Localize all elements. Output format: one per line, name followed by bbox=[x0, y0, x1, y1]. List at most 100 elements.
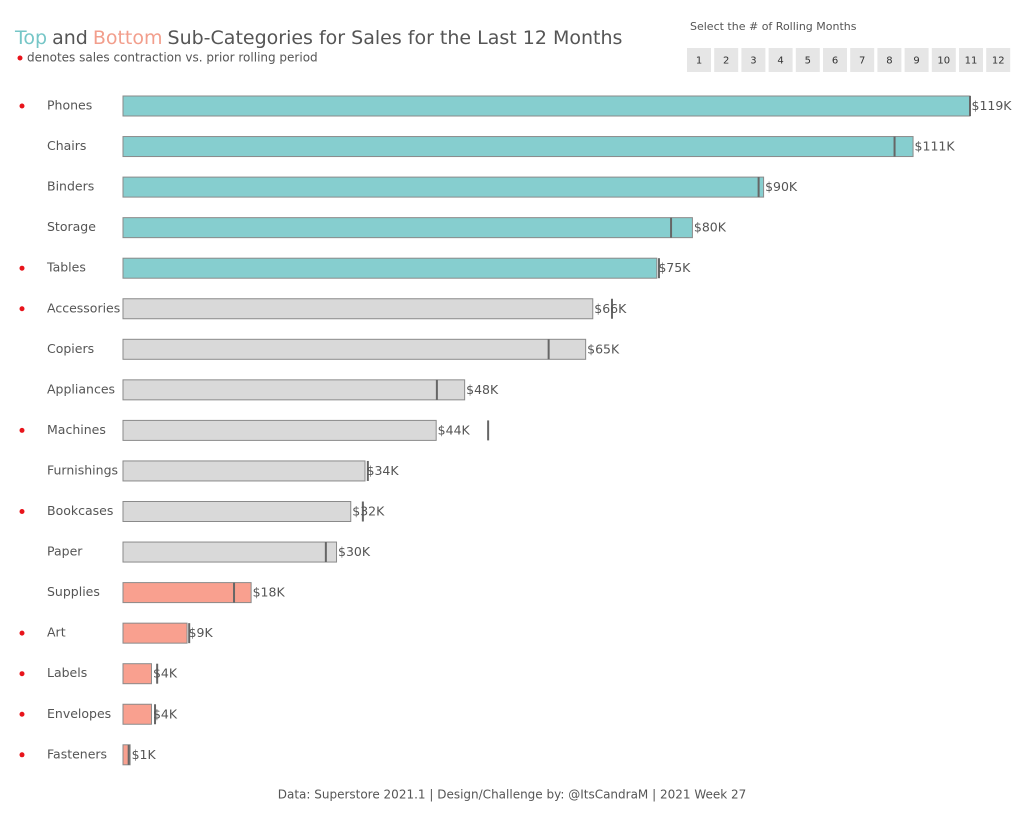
value-label: $1K bbox=[132, 747, 157, 762]
month-button[interactable]: 6 bbox=[823, 48, 847, 72]
title-part: Top bbox=[14, 27, 47, 49]
button-label[interactable]: 12 bbox=[992, 56, 1005, 67]
button-label[interactable]: 6 bbox=[832, 56, 838, 67]
subtitle: denotes sales contraction vs. prior roll… bbox=[27, 51, 318, 65]
button-bg bbox=[768, 48, 793, 72]
button-bg bbox=[931, 48, 956, 72]
month-button[interactable]: 2 bbox=[714, 48, 739, 72]
value-label: $65K bbox=[587, 341, 620, 356]
title-part: and bbox=[52, 27, 88, 49]
bar bbox=[122, 298, 594, 320]
category-label: Binders bbox=[47, 179, 94, 194]
bar bbox=[122, 501, 352, 522]
value-label: $4K bbox=[153, 666, 178, 681]
category-label: Appliances bbox=[47, 381, 115, 396]
contraction-dot bbox=[19, 630, 25, 636]
month-button[interactable]: 1 bbox=[687, 48, 711, 72]
bar bbox=[122, 622, 188, 644]
value-label: $30K bbox=[338, 544, 371, 559]
month-button[interactable]: 9 bbox=[904, 48, 929, 72]
month-button[interactable]: 4 bbox=[768, 48, 793, 72]
value-label: $34K bbox=[367, 463, 400, 478]
button-bg bbox=[959, 48, 983, 72]
category-label: Tables bbox=[46, 260, 86, 275]
month-button[interactable]: 10 bbox=[931, 48, 956, 72]
button-label[interactable]: 1 bbox=[696, 56, 702, 67]
bar bbox=[122, 95, 971, 117]
title-part: Bottom bbox=[93, 27, 163, 49]
button-label[interactable]: 7 bbox=[859, 56, 865, 67]
bar bbox=[122, 257, 658, 279]
value-label: $44K bbox=[438, 422, 471, 437]
value-label: $18K bbox=[253, 585, 286, 600]
bar bbox=[122, 176, 765, 198]
contraction-dot bbox=[19, 103, 25, 109]
category-label: Furnishings bbox=[47, 462, 118, 477]
button-label[interactable]: 3 bbox=[750, 56, 756, 67]
button-label[interactable]: 2 bbox=[723, 56, 729, 67]
button-bg bbox=[823, 48, 847, 72]
control-label: Select the # of Rolling Months bbox=[690, 20, 857, 33]
contraction-dot bbox=[19, 427, 25, 433]
button-label[interactable]: 5 bbox=[805, 56, 811, 67]
bar bbox=[122, 379, 466, 401]
contraction-dot bbox=[19, 306, 25, 312]
button-bg bbox=[714, 48, 739, 72]
category-label: Labels bbox=[47, 665, 87, 680]
button-label[interactable]: 11 bbox=[965, 56, 978, 67]
bar bbox=[122, 582, 252, 604]
button-bg bbox=[904, 48, 929, 72]
chart-title: Top and Bottom Sub-Categories for Sales for… bbox=[14, 27, 622, 49]
value-label: $48K bbox=[466, 382, 499, 397]
category-label: Fasteners bbox=[47, 746, 107, 761]
bar bbox=[122, 663, 152, 685]
button-bg bbox=[741, 48, 766, 72]
category-label: Art bbox=[47, 625, 66, 640]
bar bbox=[122, 338, 587, 360]
title-part: Sub-Categories for Sales for the Last 12… bbox=[168, 27, 623, 49]
value-label: $119K bbox=[972, 98, 1013, 113]
bar bbox=[122, 217, 693, 239]
category-label: Supplies bbox=[47, 584, 100, 599]
contraction-dot bbox=[19, 265, 25, 271]
month-button[interactable]: 11 bbox=[959, 48, 983, 72]
month-button[interactable]: 7 bbox=[850, 48, 875, 72]
bar bbox=[122, 703, 152, 725]
footer: Data: Superstore 2021.1 | Design/Challen… bbox=[278, 788, 747, 802]
button-bg bbox=[795, 48, 820, 72]
value-label: $80K bbox=[694, 220, 727, 235]
value-label: $111K bbox=[915, 139, 956, 154]
button-label[interactable]: 4 bbox=[777, 56, 783, 67]
value-label: $32K bbox=[352, 504, 385, 519]
category-label: Envelopes bbox=[47, 706, 111, 721]
category-label: Chairs bbox=[47, 138, 86, 153]
bar bbox=[122, 136, 914, 158]
button-label[interactable]: 8 bbox=[886, 56, 892, 67]
contraction-dot bbox=[19, 711, 25, 717]
category-label: Phones bbox=[47, 98, 92, 113]
month-button[interactable]: 5 bbox=[795, 48, 820, 72]
button-label[interactable]: 9 bbox=[913, 56, 919, 67]
value-label: $4K bbox=[153, 706, 178, 721]
category-label: Storage bbox=[47, 219, 96, 234]
button-bg bbox=[850, 48, 875, 72]
month-button[interactable]: 8 bbox=[877, 48, 902, 72]
button-bg bbox=[986, 48, 1011, 72]
value-label: $90K bbox=[765, 179, 798, 194]
month-button[interactable]: 3 bbox=[741, 48, 766, 72]
contraction-dot bbox=[19, 752, 25, 758]
bar bbox=[122, 541, 338, 563]
category-label: Accessories bbox=[47, 300, 120, 315]
bar bbox=[122, 744, 131, 766]
legend-dot bbox=[17, 55, 23, 61]
category-label: Machines bbox=[47, 422, 106, 437]
button-bg bbox=[877, 48, 902, 72]
category-label: Bookcases bbox=[47, 503, 113, 518]
button-label[interactable]: 10 bbox=[937, 56, 950, 67]
month-button[interactable]: 12 bbox=[986, 48, 1011, 72]
value-label: $66K bbox=[594, 301, 627, 316]
category-label: Paper bbox=[47, 544, 83, 559]
contraction-dot bbox=[19, 671, 25, 677]
